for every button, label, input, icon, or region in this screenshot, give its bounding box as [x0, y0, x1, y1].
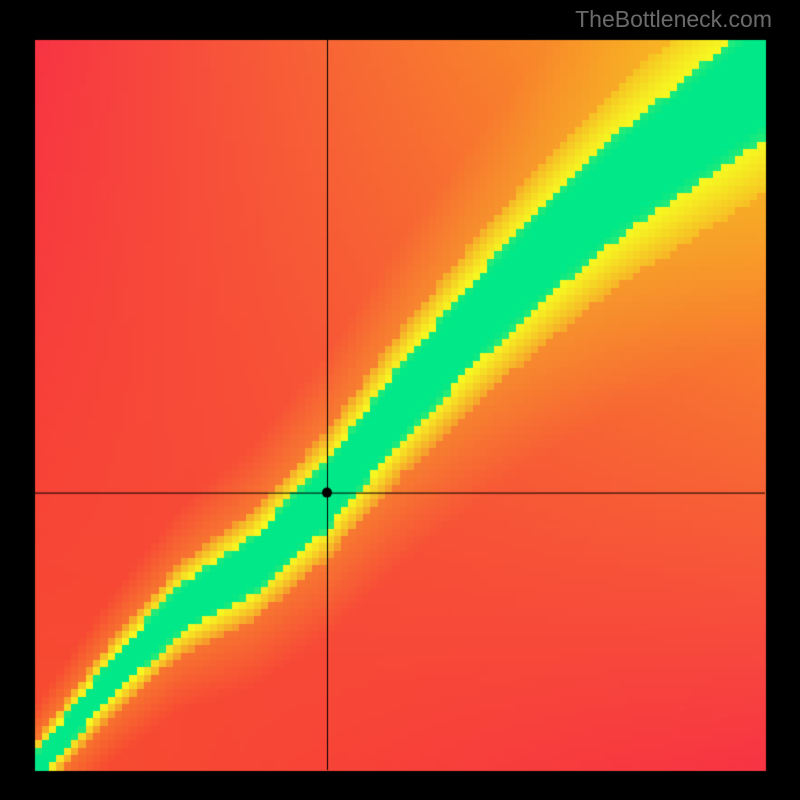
watermark-text: TheBottleneck.com: [575, 6, 772, 33]
bottleneck-heatmap: [0, 0, 800, 800]
chart-container: TheBottleneck.com: [0, 0, 800, 800]
